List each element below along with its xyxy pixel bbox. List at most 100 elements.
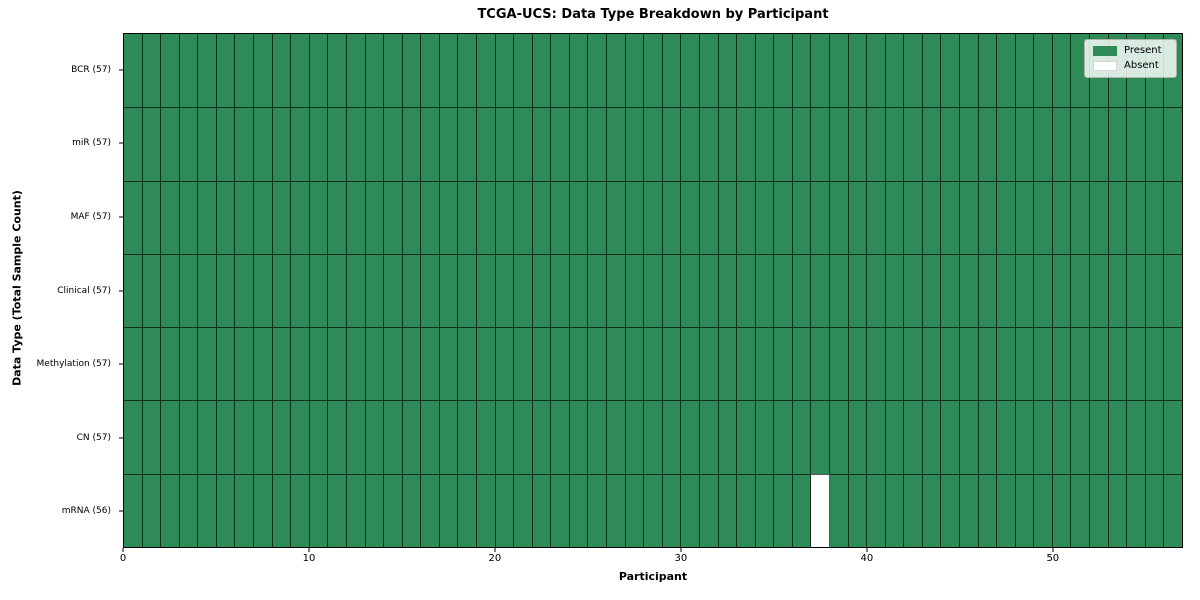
heatmap-cell: [439, 253, 459, 328]
heatmap-cell: [1145, 180, 1165, 254]
heatmap-cell: [718, 253, 738, 328]
heatmap-cell: [644, 253, 663, 328]
heatmap-cell: [384, 400, 403, 474]
heatmap-cell: [625, 473, 645, 547]
heatmap-cell: [402, 34, 422, 108]
heatmap-cell: [1052, 400, 1072, 474]
heatmap-cell: [904, 107, 923, 181]
heatmap-cell: [476, 473, 496, 547]
heatmap-cell: [495, 180, 515, 254]
heatmap-cell: [179, 34, 199, 108]
heatmap-cell: [904, 34, 923, 108]
heatmap-cell: [978, 400, 998, 474]
heatmap-cell: [309, 253, 329, 328]
absent-swatch-icon: [1093, 61, 1117, 71]
heatmap-cell: [142, 107, 162, 181]
heatmap-cell: [811, 107, 830, 181]
heatmap-cell: [792, 327, 812, 401]
x-tick-mark: [866, 548, 868, 552]
heatmap-cell: [867, 107, 886, 181]
heatmap-cell: [755, 180, 775, 254]
heatmap-cell: [421, 180, 440, 254]
y-axis-ticks: BCR (57) miR (57) MAF (57) Clinical (57) Met…: [0, 33, 123, 548]
heatmap-cell: [365, 327, 385, 401]
heatmap-cell: [309, 34, 329, 108]
heatmap-cell: [867, 327, 886, 401]
heatmap-cell: [532, 253, 552, 328]
heatmap-cell: [1071, 107, 1091, 181]
heatmap-cell: [644, 107, 663, 181]
heatmap-cell: [774, 107, 793, 181]
heatmap-cell: [1034, 327, 1053, 401]
heatmap-cell: [569, 180, 589, 254]
heatmap-cell: [421, 107, 440, 181]
y-tick-label-Clinical: Clinical (57): [57, 285, 111, 296]
heatmap-cell: [235, 34, 255, 108]
heatmap-cell: [346, 327, 366, 401]
heatmap-cell: [848, 107, 868, 181]
heatmap-cell: [681, 253, 700, 328]
heatmap-cell: [551, 400, 570, 474]
heatmap-cell: [569, 253, 589, 328]
heatmap-cell: [124, 253, 143, 328]
heatmap-cell: [1034, 400, 1053, 474]
heatmap-cell: [607, 327, 626, 401]
heatmap-cell: [774, 253, 793, 328]
heatmap-cell: [272, 107, 292, 181]
heatmap-cell: [960, 253, 979, 328]
heatmap-cell: [588, 473, 608, 547]
heatmap-cell: [811, 253, 830, 328]
heatmap-cell: [625, 400, 645, 474]
heatmap-cell: [644, 473, 663, 547]
heatmap-cell: [755, 400, 775, 474]
heatmap-cell: [272, 327, 292, 401]
heatmap-cell: [644, 180, 663, 254]
heatmap-cell: [1090, 107, 1109, 181]
heatmap-cell: [718, 34, 738, 108]
heatmap-cell: [699, 107, 719, 181]
y-tick-mark: [119, 216, 123, 218]
heatmap-cell: [1090, 327, 1109, 401]
heatmap-cell: [402, 253, 422, 328]
x-axis-label: Participant: [618, 570, 688, 583]
heatmap-cell: [718, 180, 738, 254]
heatmap-cell: [737, 180, 756, 254]
heatmap-cell: [235, 107, 255, 181]
heatmap-cell: [848, 327, 868, 401]
plot-area: [123, 33, 1183, 548]
heatmap-cell: [662, 473, 682, 547]
chart-title: TCGA-UCS: Data Type Breakdown by Partici…: [477, 7, 829, 22]
heatmap-cell: [1108, 253, 1128, 328]
heatmap-cell: [699, 400, 719, 474]
heatmap-cell: [699, 253, 719, 328]
heatmap-cell: [1127, 180, 1146, 254]
heatmap-cell: [755, 34, 775, 108]
heatmap-cell: [198, 180, 217, 254]
heatmap-cell: [1071, 400, 1091, 474]
heatmap-cell: [365, 34, 385, 108]
heatmap-cell: [1145, 327, 1165, 401]
heatmap-cell: [699, 180, 719, 254]
heatmap-cell: [328, 473, 347, 547]
heatmap-cell: [346, 107, 366, 181]
x-tick-label-20: 20: [488, 553, 502, 564]
heatmap-cell: [811, 327, 830, 401]
heatmap-cell: [161, 327, 180, 401]
heatmap-cell: [179, 400, 199, 474]
heatmap-cell: [867, 473, 886, 547]
heatmap-cell: [941, 473, 961, 547]
heatmap-cell: [402, 473, 422, 547]
heatmap-cell: [291, 253, 310, 328]
heatmap-cell: [569, 473, 589, 547]
heatmap-cell: [1071, 253, 1091, 328]
x-tick-label-50: 50: [1046, 553, 1060, 564]
heatmap-cell: [458, 327, 477, 401]
heatmap-cell: [439, 34, 459, 108]
heatmap-cell: [235, 400, 255, 474]
heatmap-cell: [365, 400, 385, 474]
heatmap-cell: [402, 327, 422, 401]
heatmap-cell: [755, 253, 775, 328]
heatmap-cell: [829, 34, 849, 108]
heatmap-cell: [514, 473, 533, 547]
heatmap-cell: [848, 253, 868, 328]
